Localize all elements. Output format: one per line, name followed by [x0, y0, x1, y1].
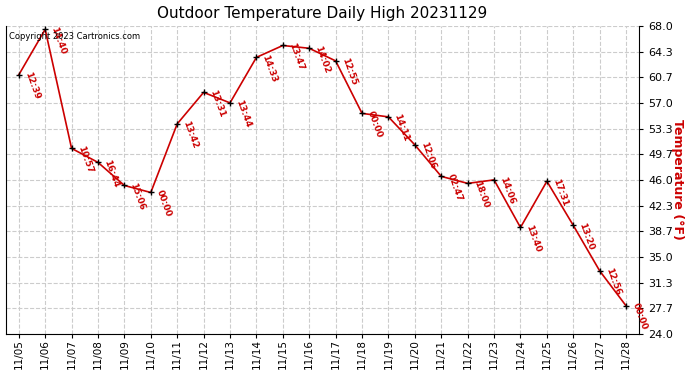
Text: 12:06: 12:06 [419, 141, 437, 171]
Text: 02:47: 02:47 [446, 172, 464, 202]
Text: 15:06: 15:06 [128, 182, 147, 211]
Text: 13:20: 13:20 [578, 221, 595, 251]
Text: 13:47: 13:47 [287, 41, 305, 72]
Text: 12:39: 12:39 [23, 71, 41, 101]
Text: 18:00: 18:00 [472, 179, 490, 209]
Text: 13:40: 13:40 [524, 224, 543, 253]
Text: 14:11: 14:11 [393, 113, 411, 143]
Text: 13:44: 13:44 [234, 99, 253, 129]
Text: 14:06: 14:06 [498, 176, 517, 206]
Text: 12:55: 12:55 [339, 57, 358, 87]
Text: 17:31: 17:31 [551, 177, 569, 207]
Text: 00:00: 00:00 [630, 302, 649, 331]
Text: 13:42: 13:42 [181, 120, 199, 150]
Text: 00:00: 00:00 [155, 188, 173, 218]
Text: 12:56: 12:56 [604, 267, 622, 297]
Text: Copyright 2023 Cartronics.com: Copyright 2023 Cartronics.com [9, 32, 140, 41]
Text: 14:40: 14:40 [49, 25, 68, 56]
Text: 16:44: 16:44 [102, 158, 121, 188]
Y-axis label: Temperature (°F): Temperature (°F) [671, 120, 684, 240]
Text: 14:33: 14:33 [261, 53, 279, 83]
Text: 13:31: 13:31 [208, 88, 226, 118]
Text: 00:00: 00:00 [366, 109, 384, 139]
Text: 10:57: 10:57 [76, 144, 94, 174]
Title: Outdoor Temperature Daily High 20231129: Outdoor Temperature Daily High 20231129 [157, 6, 488, 21]
Text: 14:02: 14:02 [313, 44, 332, 74]
